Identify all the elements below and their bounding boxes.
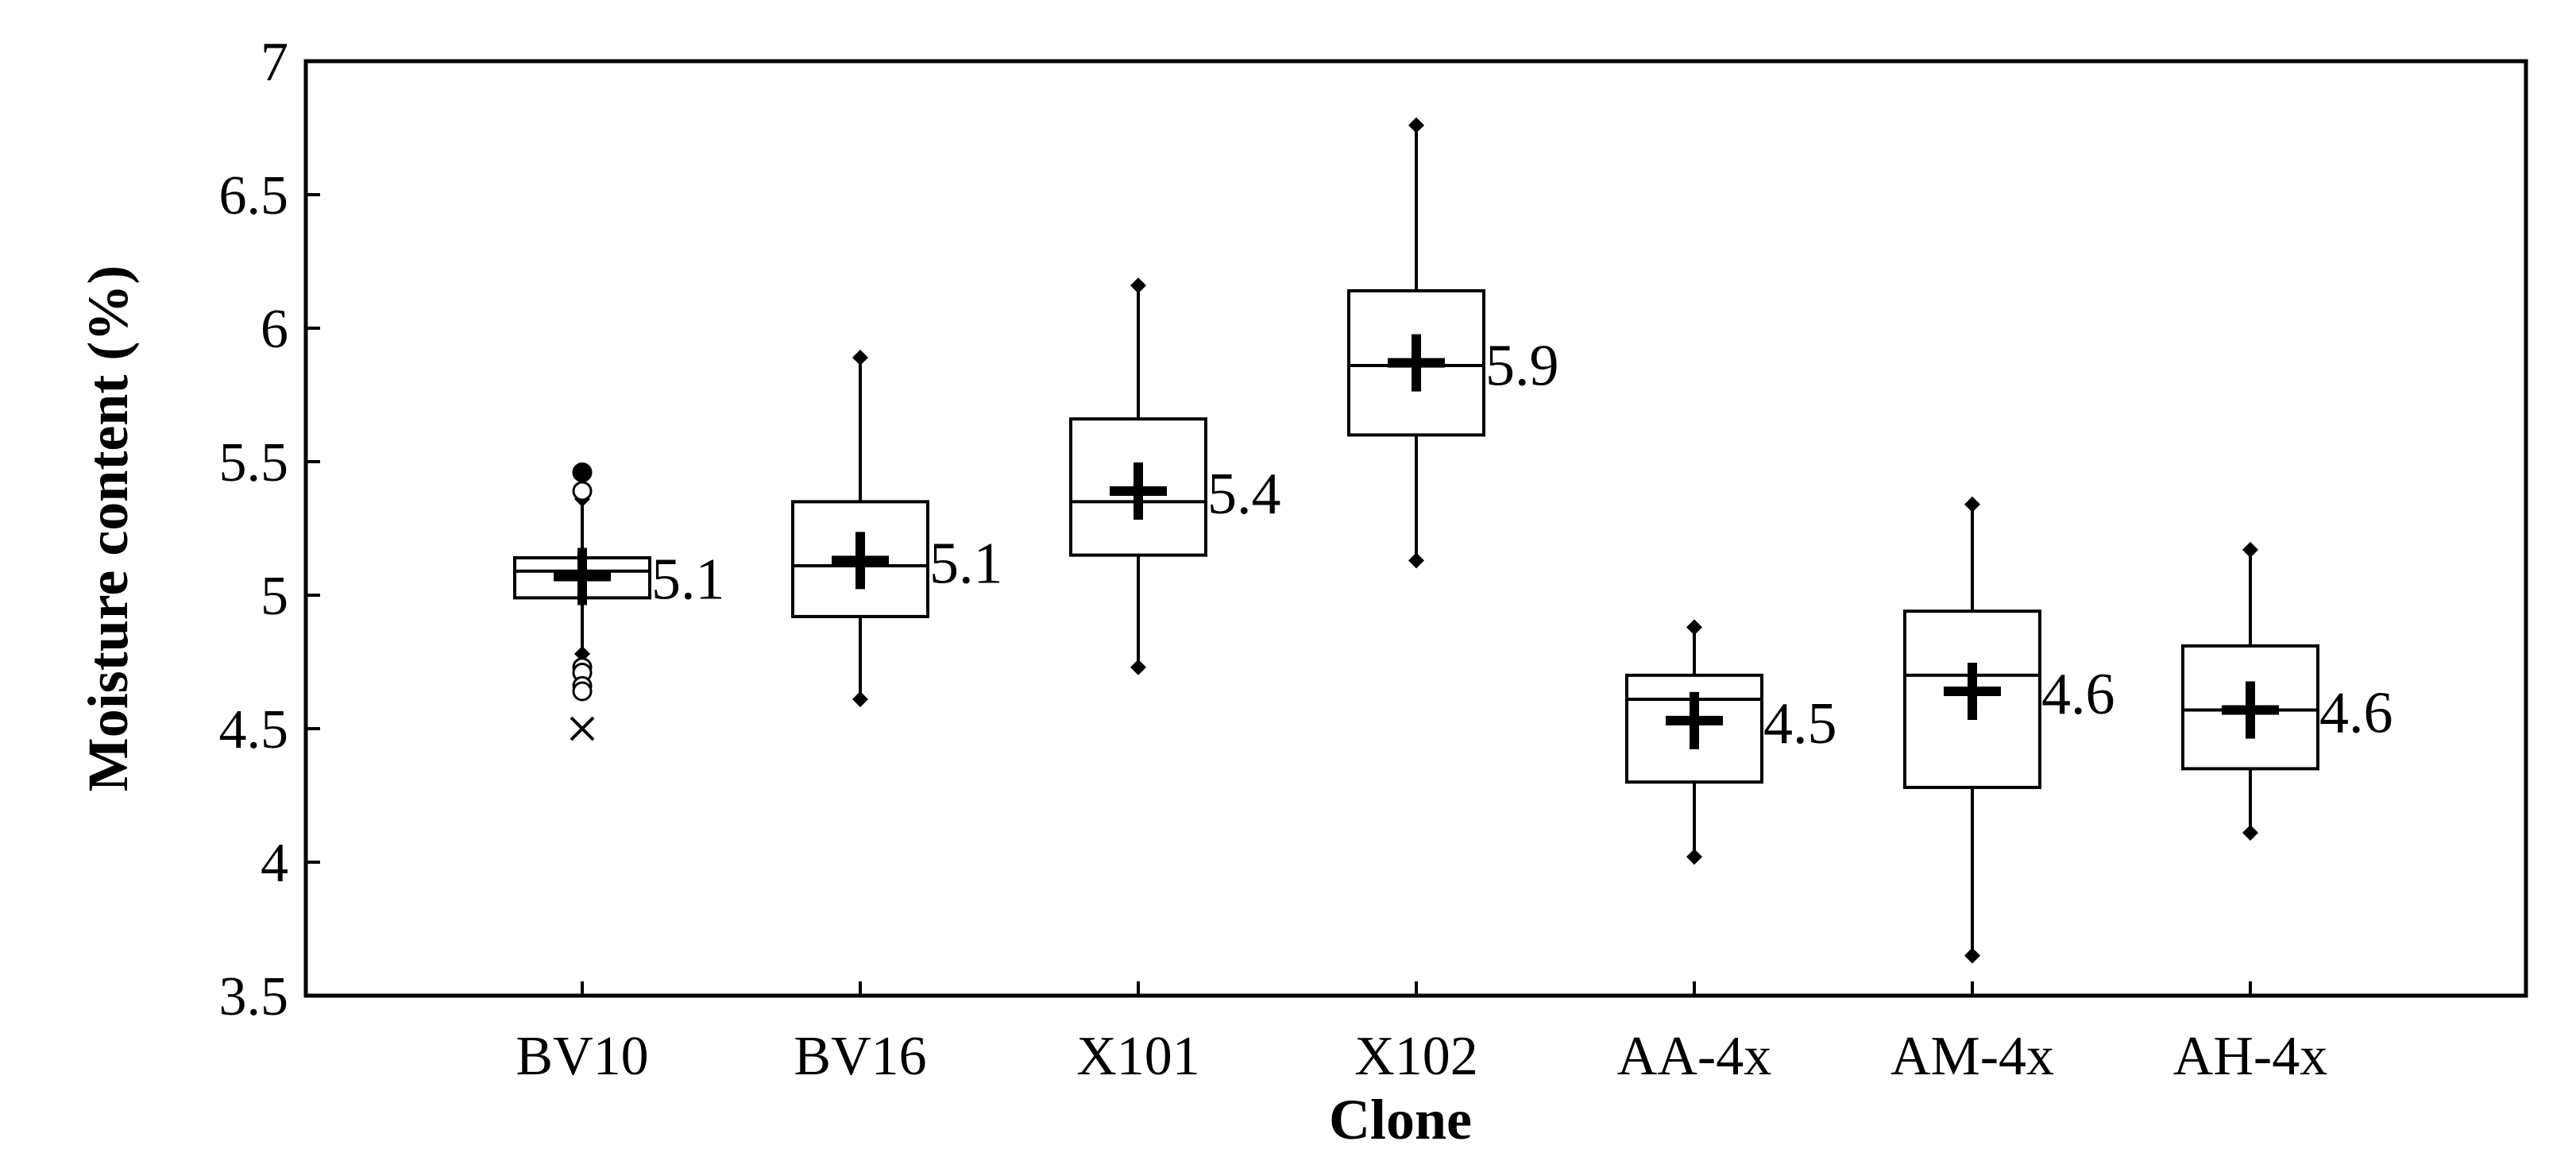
- y-axis: 3.5 4 4.5 5 5.5 6 6.5 7: [219, 32, 320, 1027]
- box-am-4x: 4.6: [1903, 496, 2115, 964]
- whisker-max-marker: [1964, 496, 1980, 513]
- y-tick-label: 4.5: [219, 699, 289, 760]
- mean-label: 5.9: [1485, 334, 1559, 399]
- whisker-min-marker: [1964, 947, 1980, 964]
- box-x101: 5.4: [1069, 277, 1281, 675]
- whisker-min-marker: [574, 645, 590, 662]
- whisker-max-marker: [2242, 541, 2258, 558]
- y-tick-label: 5.5: [219, 432, 289, 493]
- y-tick-label: 5: [261, 566, 288, 627]
- whisker-min-marker: [2242, 825, 2258, 842]
- x-tick-label: AM-4x: [1890, 1026, 2054, 1087]
- whisker-min-marker: [1408, 552, 1424, 569]
- box-series: 5.1 5.1 5.4 5.9 4.5 4.6 4.6: [513, 117, 2393, 964]
- x-tick-label: AH-4x: [2173, 1026, 2327, 1087]
- mean-label: 5.1: [651, 547, 725, 612]
- y-tick-label: 6.5: [219, 165, 289, 226]
- box-bv16: 5.1: [791, 349, 1003, 708]
- mean-label: 4.6: [2041, 662, 2115, 727]
- x-tick-label: AA-4x: [1617, 1026, 1771, 1087]
- x-tick-label: BV10: [516, 1026, 648, 1087]
- box-ah-4x: 4.6: [2181, 541, 2393, 842]
- whisker-min-marker: [1686, 849, 1702, 865]
- box-bv10: 5.1: [513, 462, 725, 741]
- y-tick-label: 4: [261, 833, 288, 894]
- box-x102: 5.9: [1347, 117, 1559, 569]
- outlier-point: [572, 462, 593, 482]
- whisker-max-marker: [1408, 117, 1424, 133]
- x-tick-label: X102: [1354, 1026, 1478, 1087]
- iqr-box: [2181, 644, 2319, 771]
- whisker-min-marker: [852, 691, 868, 708]
- whisker-min-marker: [1130, 659, 1146, 675]
- mean-label: 4.5: [1763, 691, 1837, 756]
- y-axis-title: Moisture content (%): [76, 265, 140, 792]
- x-axis: BV10 BV16 X101 X102 AA-4x AM-4x AH-4x: [516, 981, 2327, 1087]
- whisker-max-marker: [1130, 277, 1146, 294]
- y-tick-label: 7: [261, 32, 288, 93]
- x-tick-label: BV16: [794, 1026, 926, 1087]
- whisker-max-marker: [852, 349, 868, 366]
- box-aa-4x: 4.5: [1625, 619, 1837, 865]
- x-axis-title: Clone: [1329, 1088, 1472, 1151]
- x-tick-label: X101: [1076, 1026, 1200, 1087]
- mean-label: 5.1: [929, 531, 1003, 596]
- mean-label: 4.6: [2319, 680, 2393, 745]
- extreme-outlier-b: [570, 716, 595, 741]
- y-tick-label: 6: [261, 299, 288, 360]
- y-tick-label: 3.5: [219, 966, 289, 1027]
- whisker-max-marker: [1686, 619, 1702, 636]
- outlier-point: [572, 681, 593, 702]
- mean-label: 5.4: [1207, 462, 1281, 527]
- outlier-point: [572, 481, 593, 501]
